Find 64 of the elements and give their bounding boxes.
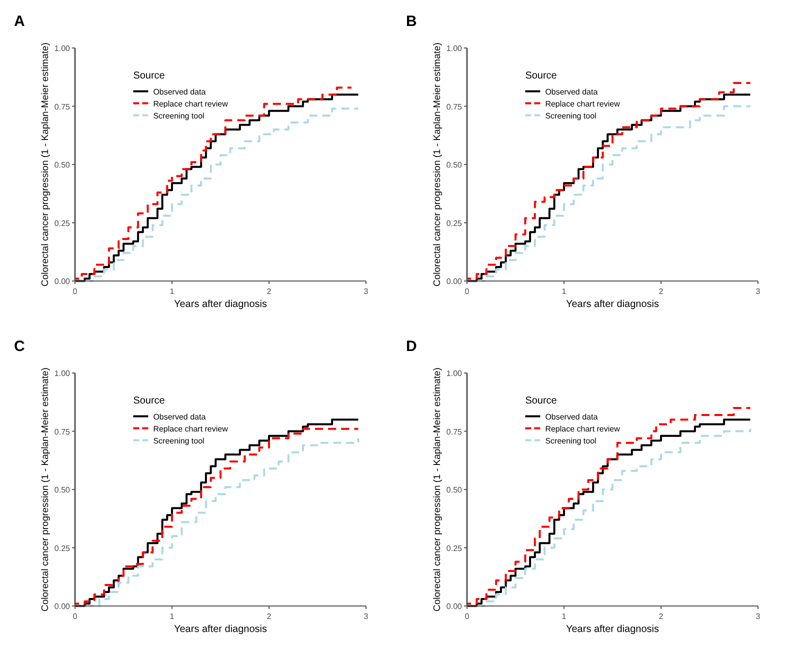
- legend-label: Observed data: [545, 412, 598, 422]
- y-axis-title: Colorectal cancer progression (1 - Kaplan-Meier estimate): [432, 368, 443, 612]
- x-axis-title: Years after diagnosis: [566, 299, 660, 310]
- x-tick-label: 3: [756, 612, 761, 621]
- x-tick-label: 0: [72, 612, 78, 621]
- y-tick-label: 0.25: [446, 218, 463, 228]
- y-tick-label: 0.00: [446, 277, 463, 286]
- x-axis-title: Years after diagnosis: [174, 299, 268, 310]
- x-tick-label: 2: [266, 612, 272, 621]
- x-tick-label: 3: [364, 287, 369, 296]
- y-tick-label: 0.50: [54, 486, 71, 494]
- y-tick-label: 0.25: [446, 544, 463, 553]
- x-tick-label: 2: [266, 287, 272, 296]
- y-tick-label: 0.50: [446, 160, 463, 170]
- legend-label: Screening tool: [153, 111, 205, 120]
- y-tick-label: 1.00: [54, 44, 71, 53]
- x-tick-label: 1: [170, 287, 175, 296]
- legend-title: Source: [133, 70, 166, 82]
- y-axis-title: Colorectal cancer progression (1 - Kaplan-Meier estimate): [432, 42, 443, 286]
- x-tick-label: 3: [364, 612, 369, 621]
- legend-label: Screening tool: [153, 436, 205, 446]
- legend-label: Observed data: [153, 87, 206, 96]
- y-tick-label: 0.00: [54, 277, 71, 286]
- x-tick-label: 2: [658, 287, 664, 296]
- y-tick-label: 0.00: [54, 602, 71, 611]
- chart-title: B: [406, 13, 417, 30]
- legend-title: Source: [525, 70, 558, 82]
- y-tick-label: 0.50: [446, 486, 463, 494]
- legend-label: Replace chart review: [545, 424, 620, 434]
- x-tick-label: 0: [464, 612, 470, 621]
- legend-label: Screening tool: [545, 111, 597, 120]
- legend-label: Replace chart review: [153, 99, 228, 108]
- chart-title: D: [406, 338, 417, 355]
- legend-label: Replace chart review: [153, 424, 228, 434]
- x-tick-label: 0: [72, 287, 78, 296]
- y-tick-label: 0.50: [54, 160, 71, 170]
- y-tick-label: 0.75: [54, 427, 71, 436]
- y-axis-title: Colorectal cancer progression (1 - Kaplan-Meier estimate): [40, 368, 51, 612]
- x-tick-label: 1: [562, 612, 567, 621]
- x-tick-label: 0: [464, 287, 470, 296]
- y-tick-label: 1.00: [54, 369, 71, 378]
- legend-title: Source: [133, 395, 166, 406]
- x-axis-title: Years after diagnosis: [566, 624, 660, 635]
- y-tick-label: 1.00: [446, 44, 463, 53]
- y-tick-label: 0.75: [446, 427, 463, 436]
- x-tick-label: 1: [562, 287, 567, 296]
- x-tick-label: 1: [170, 612, 175, 621]
- y-tick-label: 0.75: [54, 102, 71, 112]
- y-tick-label: 1.00: [446, 369, 463, 378]
- chart-title: C: [14, 338, 25, 355]
- legend-label: Observed data: [153, 412, 206, 422]
- y-tick-label: 0.25: [54, 218, 71, 228]
- y-axis-title: Colorectal cancer progression (1 - Kaplan-Meier estimate): [40, 42, 51, 286]
- legend-label: Observed data: [545, 87, 598, 96]
- legend-label: Replace chart review: [545, 99, 620, 108]
- legend-label: Screening tool: [545, 436, 597, 446]
- y-tick-label: 0.00: [446, 602, 463, 611]
- chart-title: A: [14, 13, 25, 30]
- x-axis-title: Years after diagnosis: [174, 624, 268, 635]
- y-tick-label: 0.75: [446, 102, 463, 112]
- y-tick-label: 0.25: [54, 544, 71, 553]
- x-tick-label: 2: [658, 612, 664, 621]
- legend-title: Source: [525, 395, 558, 406]
- x-tick-label: 3: [756, 287, 761, 296]
